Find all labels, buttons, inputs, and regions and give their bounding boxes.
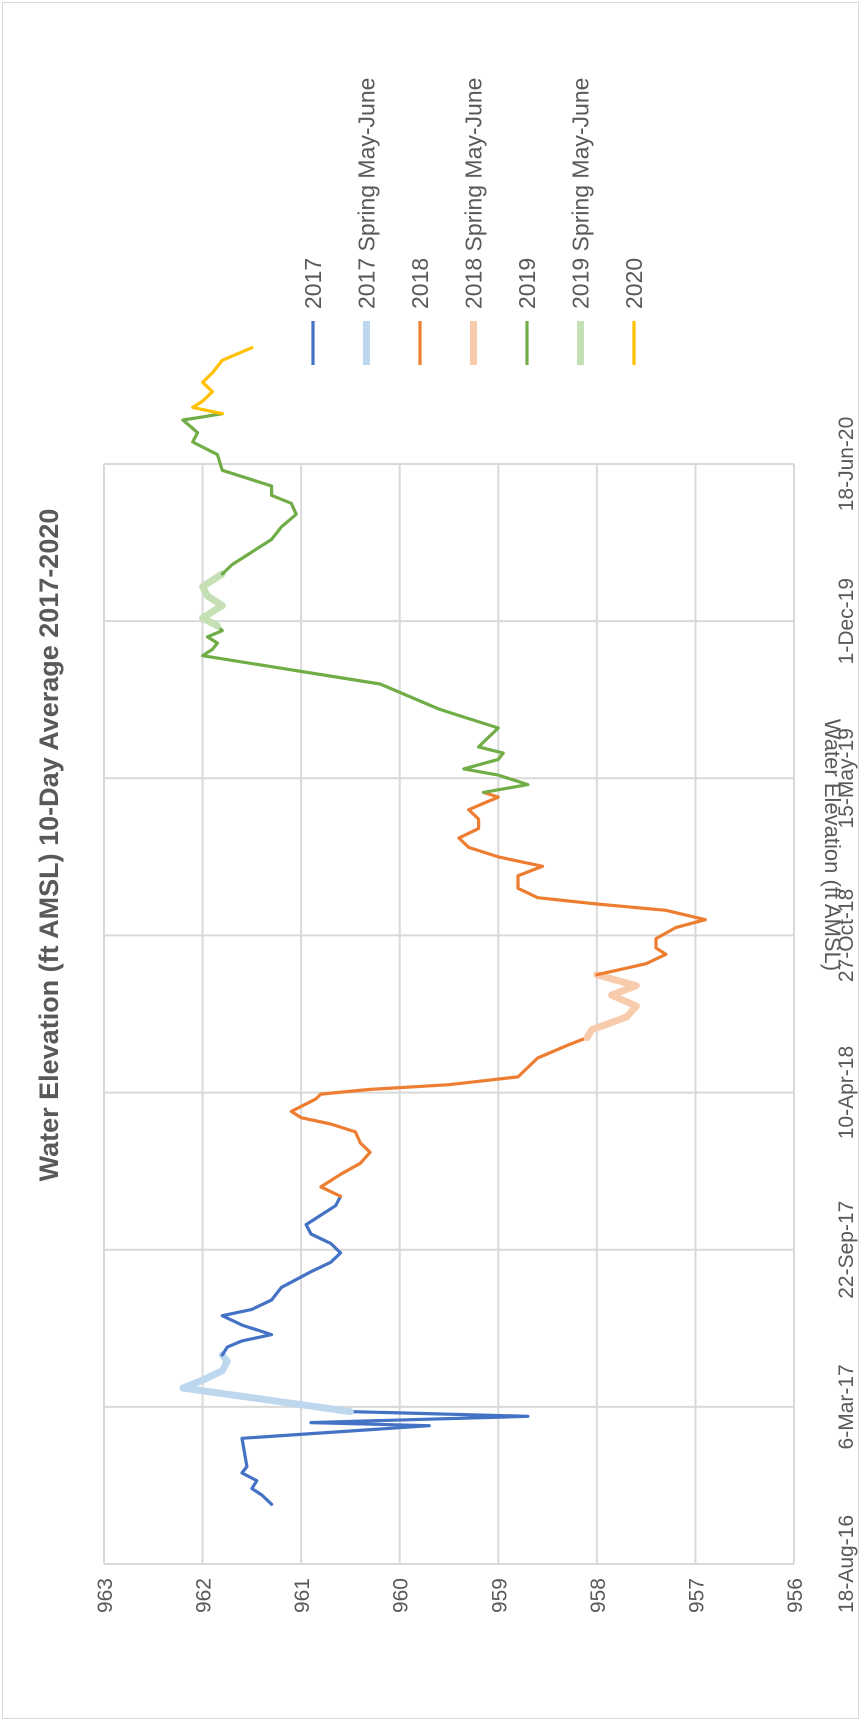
legend-label: 2018 [407,258,433,309]
series-line [179,1351,354,1416]
gridlines [103,463,795,1565]
series-lines [179,346,707,1506]
y-tick-label: 960 [390,1578,413,1613]
legend-label: 2018 Spring May-June [461,78,487,309]
x-tick-label: 18-Jun-20 [835,417,858,512]
legend-label: 2019 [514,258,540,309]
chart-title: Water Elevation (ft AMSL) 10-Day Average… [34,509,64,1182]
legend-label: 2017 Spring May-June [354,78,380,309]
chart-legend: 2017 2017 Spring May-June 2018 2018 Spring … [300,78,647,365]
x-tick-label: 27-Oct-18 [835,889,858,982]
x-tick-label: 1-Dec-19 [835,578,858,664]
series-line [240,1409,530,1506]
y-tick-label: 961 [291,1578,314,1613]
chart-svg: Water Elevation (ft AMSL) 10-Day Average… [34,78,858,1613]
y-tick-label: 959 [488,1578,511,1613]
x-tick-label: 10-Apr-18 [835,1046,858,1139]
series-line [220,1194,343,1357]
series-line [583,971,640,1042]
series-line [199,570,226,630]
y-tick-label: 962 [193,1578,216,1613]
legend-label: 2020 [621,258,647,309]
legend-label: 2017 [300,258,326,309]
series-line [201,624,530,795]
x-axis-ticks: 18-Aug-16 6-Mar-17 22-Sep-17 10-Apr-18 27-Oc… [835,417,858,1613]
x-tick-label: 18-Aug-16 [835,1515,858,1613]
x-tick-label: 15-May-19 [835,728,858,828]
x-tick-label: 22-Sep-17 [835,1201,858,1299]
x-tick-label: 6-Mar-17 [835,1364,858,1449]
series-line [191,346,254,416]
y-axis-ticks: 963 962 961 960 959 958 957 956 [94,1578,807,1613]
y-tick-label: 956 [784,1578,807,1613]
series-line [289,1035,589,1198]
y-axis-label: Water Elevation (ft AMSL) [820,719,845,971]
series-line [457,790,707,977]
y-tick-label: 957 [685,1578,708,1613]
series-line [181,412,298,576]
y-tick-label: 963 [94,1578,117,1613]
y-tick-label: 958 [587,1578,610,1613]
legend-label: 2019 Spring May-June [568,78,594,309]
